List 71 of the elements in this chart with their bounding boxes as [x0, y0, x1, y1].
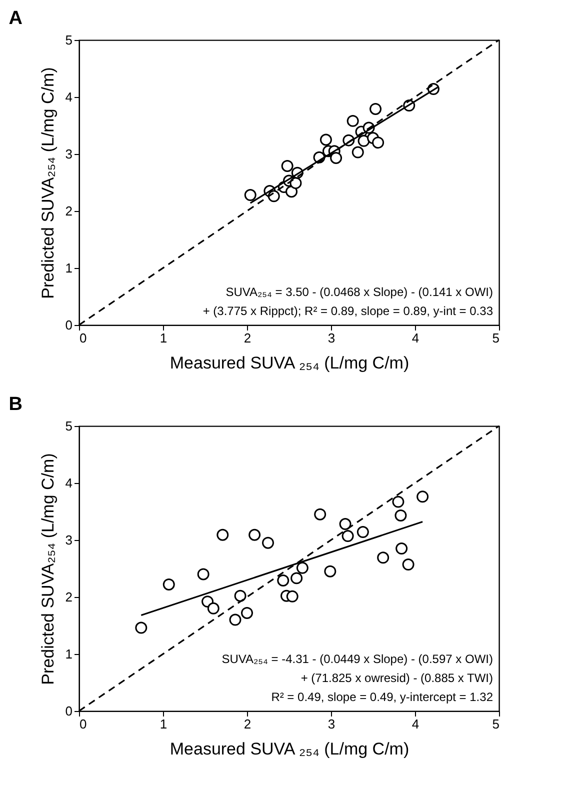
- point: [162, 578, 175, 590]
- y-tick-label: 1: [65, 646, 72, 662]
- point: [358, 134, 370, 147]
- x-axis-title: Measured SUVA ₂₅₄ (L/mg C/m): [170, 354, 410, 372]
- point: [277, 574, 290, 586]
- y-tick-label: 0: [65, 318, 72, 332]
- x-tick-label: 1: [160, 330, 168, 346]
- point: [248, 528, 261, 541]
- annotation: + (71.825 x owresid) - (0.885 x TWI): [300, 671, 493, 685]
- x-tick-label: 1: [160, 716, 168, 732]
- x-tick-label: 2: [244, 330, 252, 346]
- x-tick-label: 4: [412, 330, 420, 346]
- point: [290, 177, 302, 190]
- point: [402, 558, 414, 570]
- y-tick-label: 0: [65, 704, 72, 718]
- annotation: + (3.775 x Rippct); R² = 0.89, slope = 0.89, y-int = 0.33: [202, 304, 494, 318]
- point: [330, 152, 342, 164]
- point: [286, 590, 298, 602]
- annotation: SUVA₂₅₄ = 3.50 - (0.0468 x Slope) - (0.141 x OWI): [226, 285, 493, 299]
- y-tick-label: 3: [65, 532, 72, 548]
- annotation: R² = 0.49, slope = 0.49, y-intercept = 1.32: [271, 690, 494, 704]
- x-tick-label: 4: [412, 716, 420, 732]
- point: [352, 146, 364, 158]
- point: [216, 528, 229, 541]
- y-tick-label: 2: [65, 204, 72, 218]
- x-tick-label: 3: [328, 330, 336, 346]
- point: [314, 508, 326, 520]
- point: [370, 102, 382, 115]
- y-tick-label: 2: [65, 590, 72, 604]
- x-axis-title: Measured SUVA ₂₅₄ (L/mg C/m): [170, 740, 410, 758]
- y-tick-label: 4: [65, 90, 72, 104]
- y-tick-label: 3: [65, 146, 72, 162]
- point: [342, 530, 354, 542]
- point: [197, 568, 210, 580]
- x-tick-label: 0: [80, 716, 87, 732]
- point: [286, 186, 298, 198]
- y-tick-label: 1: [65, 260, 72, 276]
- point: [262, 536, 274, 549]
- point: [234, 590, 246, 602]
- x-tick-label: 5: [492, 716, 500, 732]
- y-axis-title: Predicted SUVA₂₅₄ (L/mg C/m): [38, 453, 58, 685]
- point: [290, 572, 303, 584]
- point: [346, 114, 359, 127]
- point: [320, 134, 332, 146]
- point: [339, 518, 352, 530]
- point: [392, 496, 404, 508]
- point: [207, 602, 220, 614]
- point: [135, 622, 148, 634]
- x-tick-label: 5: [492, 330, 500, 346]
- point: [324, 565, 336, 578]
- point: [416, 490, 429, 503]
- point: [281, 160, 294, 172]
- point: [356, 526, 369, 538]
- y-tick-label: 5: [65, 32, 72, 48]
- point: [394, 510, 407, 522]
- point: [396, 542, 408, 555]
- y-tick-label: 4: [65, 476, 72, 490]
- point: [377, 552, 390, 564]
- point: [229, 614, 242, 626]
- point: [296, 562, 308, 574]
- point: [241, 606, 253, 619]
- annotation: SUVA₂₅₄ = -4.31 - (0.0449 x Slope) - (0.597 x OWI): [222, 652, 493, 666]
- chart-title: A: [8, 8, 23, 29]
- x-tick-label: 2: [244, 716, 252, 732]
- y-tick-label: 5: [65, 418, 72, 434]
- chart-title: B: [8, 394, 23, 415]
- x-tick-label: 0: [80, 330, 87, 346]
- y-axis-title: Predicted SUVA₂₅₄ (L/mg C/m): [38, 67, 58, 299]
- point: [372, 136, 384, 149]
- x-tick-label: 3: [328, 716, 336, 732]
- point: [244, 189, 256, 202]
